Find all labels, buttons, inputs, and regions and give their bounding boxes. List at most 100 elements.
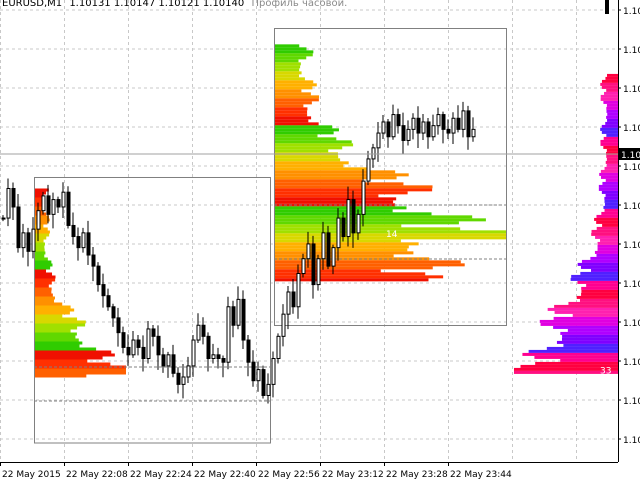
candle-body	[211, 354, 216, 360]
profile-box	[274, 28, 507, 326]
profile-row	[274, 131, 334, 135]
candle-body	[236, 298, 241, 326]
profile-row	[606, 106, 618, 110]
chart-info-line: EURUSD,M1 1.10131 1.10147 1.10121 1.1014…	[2, 0, 347, 9]
profile-row	[34, 296, 55, 300]
profile-row	[606, 88, 618, 92]
profile-row	[274, 113, 308, 117]
candle-body	[446, 128, 451, 134]
poc-labels: 14 33	[386, 230, 611, 377]
candle-body	[171, 354, 176, 374]
candle-body	[121, 332, 126, 348]
profile-row	[34, 326, 78, 330]
y-tick-label: 1.10	[623, 241, 640, 251]
profile-row	[34, 341, 83, 345]
candle-body	[111, 306, 116, 319]
profile-row	[34, 353, 115, 357]
candle-body	[421, 121, 426, 134]
candle-body	[106, 295, 111, 308]
volume-profiles	[34, 44, 618, 378]
profile-row	[34, 203, 44, 207]
profile-row	[606, 103, 618, 107]
candle-body	[281, 313, 286, 337]
profile-row	[596, 226, 618, 230]
candle-body	[41, 195, 46, 212]
profile-row	[274, 242, 419, 246]
candle-body	[256, 369, 261, 382]
profile-row	[274, 251, 414, 255]
profile-row	[34, 338, 79, 342]
profile-row	[34, 242, 45, 246]
profile-row	[274, 263, 465, 267]
candle-body	[261, 369, 266, 396]
profile-row	[600, 94, 618, 98]
chart-shift-marker	[605, 0, 609, 14]
profile-row	[34, 344, 80, 348]
profile-row	[567, 328, 618, 332]
profile-row	[34, 206, 45, 210]
candle-body	[391, 114, 396, 138]
y-axis-labels: 1.10 1.10 1.10 1.10 1.10 1.10 1.10 1.10 1.10 1.10…	[618, 7, 640, 446]
profile-row	[274, 104, 304, 108]
candle-body	[196, 324, 201, 341]
y-tick-label: 1.10	[623, 319, 640, 329]
profile-row	[606, 115, 618, 119]
profile-row	[600, 238, 618, 242]
poc-label: 14	[386, 230, 398, 240]
profile-row	[562, 334, 618, 338]
profile-row	[274, 110, 308, 114]
profile-row	[595, 235, 618, 239]
axes	[0, 0, 619, 463]
candle-body	[321, 232, 326, 260]
profile-row	[34, 317, 78, 321]
profile-row	[274, 158, 341, 162]
profile-row	[604, 208, 618, 212]
profile-row	[34, 233, 50, 237]
profile-row	[514, 370, 618, 374]
profile-row	[34, 320, 86, 324]
profile-row	[560, 358, 618, 362]
profile-row	[34, 308, 75, 312]
profile-row	[34, 284, 49, 288]
profile-row	[274, 230, 506, 234]
y-tick-label: 1.10	[623, 124, 640, 134]
profile-row	[603, 136, 618, 140]
candle-body	[411, 117, 416, 130]
profile-row	[34, 278, 56, 282]
x-tick-label: 22 May 22:40	[194, 470, 256, 480]
profile-row	[556, 340, 618, 344]
candle-body	[456, 117, 461, 130]
candle-body	[371, 147, 376, 160]
x-tick-label: 22 May 22:24	[130, 470, 192, 480]
profile-row	[600, 142, 618, 146]
x-axis-labels: 22 May 2015 22 May 22:08 22 May 22:24 22 Ma…	[0, 462, 512, 480]
profile-row	[274, 74, 300, 78]
profile-row	[604, 202, 618, 206]
profile-row	[274, 119, 309, 123]
profile-row	[534, 355, 618, 359]
candle-body	[216, 354, 221, 360]
profile-row	[274, 86, 313, 90]
candle-body	[31, 228, 36, 252]
profile-row	[274, 173, 409, 177]
candle-body	[226, 306, 231, 363]
x-tick-label: 22 May 2015	[2, 470, 61, 480]
profile-row	[596, 253, 618, 257]
profile-row	[274, 191, 408, 195]
profile-row	[274, 128, 339, 132]
profile-row	[34, 269, 47, 273]
profile-row	[34, 266, 51, 270]
profile-row	[274, 50, 314, 54]
profile-row	[581, 259, 618, 263]
profile-row	[34, 302, 63, 306]
candle-body	[1, 217, 6, 220]
candle-body	[346, 199, 351, 238]
candle-body	[381, 121, 386, 134]
profile-row	[570, 277, 618, 281]
profile-row	[605, 121, 618, 125]
profile-row	[34, 374, 87, 378]
profile-row	[34, 359, 88, 363]
profile-row	[34, 299, 55, 303]
